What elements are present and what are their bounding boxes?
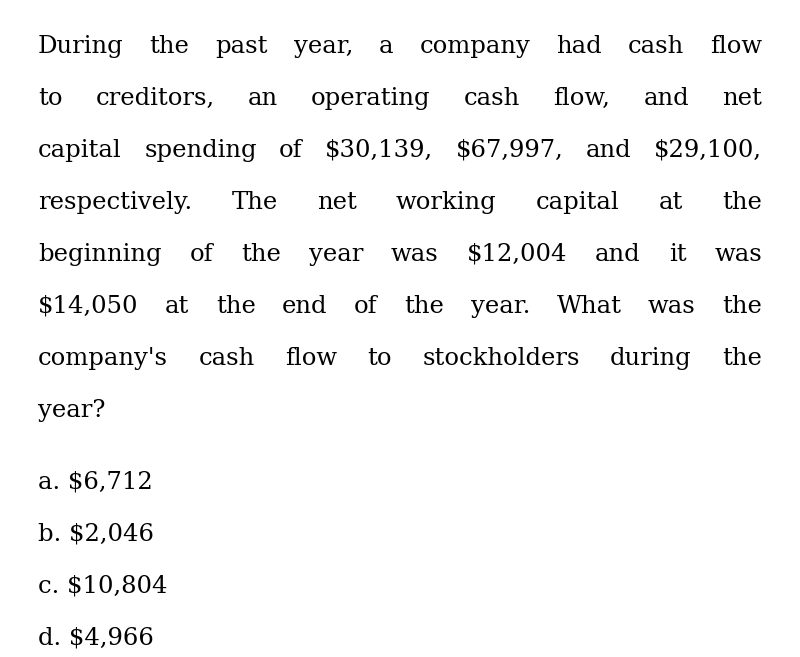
Text: net: net <box>722 87 762 110</box>
Text: net: net <box>317 191 357 214</box>
Text: operating: operating <box>311 87 431 110</box>
Text: year?: year? <box>38 399 106 422</box>
Text: and: and <box>586 139 631 162</box>
Text: the: the <box>150 35 190 58</box>
Text: year: year <box>309 243 363 266</box>
Text: capital: capital <box>536 191 619 214</box>
Text: What: What <box>557 295 622 318</box>
Text: b. $2,046: b. $2,046 <box>38 523 154 546</box>
Text: $30,139,: $30,139, <box>325 139 434 162</box>
Text: flow: flow <box>710 35 762 58</box>
Text: company: company <box>419 35 530 58</box>
Text: was: was <box>391 243 439 266</box>
Text: it: it <box>669 243 686 266</box>
Text: during: during <box>610 347 692 370</box>
Text: d. $4,966: d. $4,966 <box>38 627 154 650</box>
Text: spending: spending <box>144 139 257 162</box>
Text: beginning: beginning <box>38 243 162 266</box>
Text: the: the <box>722 295 762 318</box>
Text: During: During <box>38 35 124 58</box>
Text: capital: capital <box>38 139 122 162</box>
Text: and: and <box>595 243 641 266</box>
Text: the: the <box>404 295 444 318</box>
Text: of: of <box>354 295 378 318</box>
Text: the: the <box>722 191 762 214</box>
Text: creditors,: creditors, <box>96 87 214 110</box>
Text: The: The <box>231 191 278 214</box>
Text: c. $10,804: c. $10,804 <box>38 575 167 598</box>
Text: respectively.: respectively. <box>38 191 192 214</box>
Text: and: and <box>643 87 689 110</box>
Text: flow: flow <box>285 347 337 370</box>
Text: an: an <box>248 87 278 110</box>
Text: stockholders: stockholders <box>422 347 580 370</box>
Text: to: to <box>367 347 392 370</box>
Text: company's: company's <box>38 347 168 370</box>
Text: a. $6,712: a. $6,712 <box>38 471 153 494</box>
Text: year.: year. <box>470 295 530 318</box>
Text: a: a <box>379 35 394 58</box>
Text: of: of <box>279 139 302 162</box>
Text: to: to <box>38 87 62 110</box>
Text: $12,004: $12,004 <box>466 243 567 266</box>
Text: flow,: flow, <box>554 87 610 110</box>
Text: cash: cash <box>628 35 684 58</box>
Text: cash: cash <box>198 347 254 370</box>
Text: the: the <box>216 295 256 318</box>
Text: was: was <box>648 295 696 318</box>
Text: the: the <box>722 347 762 370</box>
Text: of: of <box>190 243 213 266</box>
Text: working: working <box>396 191 497 214</box>
Text: the: the <box>241 243 281 266</box>
Text: had: had <box>556 35 602 58</box>
Text: $14,050: $14,050 <box>38 295 138 318</box>
Text: $67,997,: $67,997, <box>456 139 563 162</box>
Text: $29,100,: $29,100, <box>654 139 762 162</box>
Text: end: end <box>282 295 328 318</box>
Text: at: at <box>658 191 683 214</box>
Text: year,: year, <box>294 35 353 58</box>
Text: cash: cash <box>464 87 520 110</box>
Text: at: at <box>165 295 190 318</box>
Text: was: was <box>714 243 762 266</box>
Text: past: past <box>215 35 268 58</box>
